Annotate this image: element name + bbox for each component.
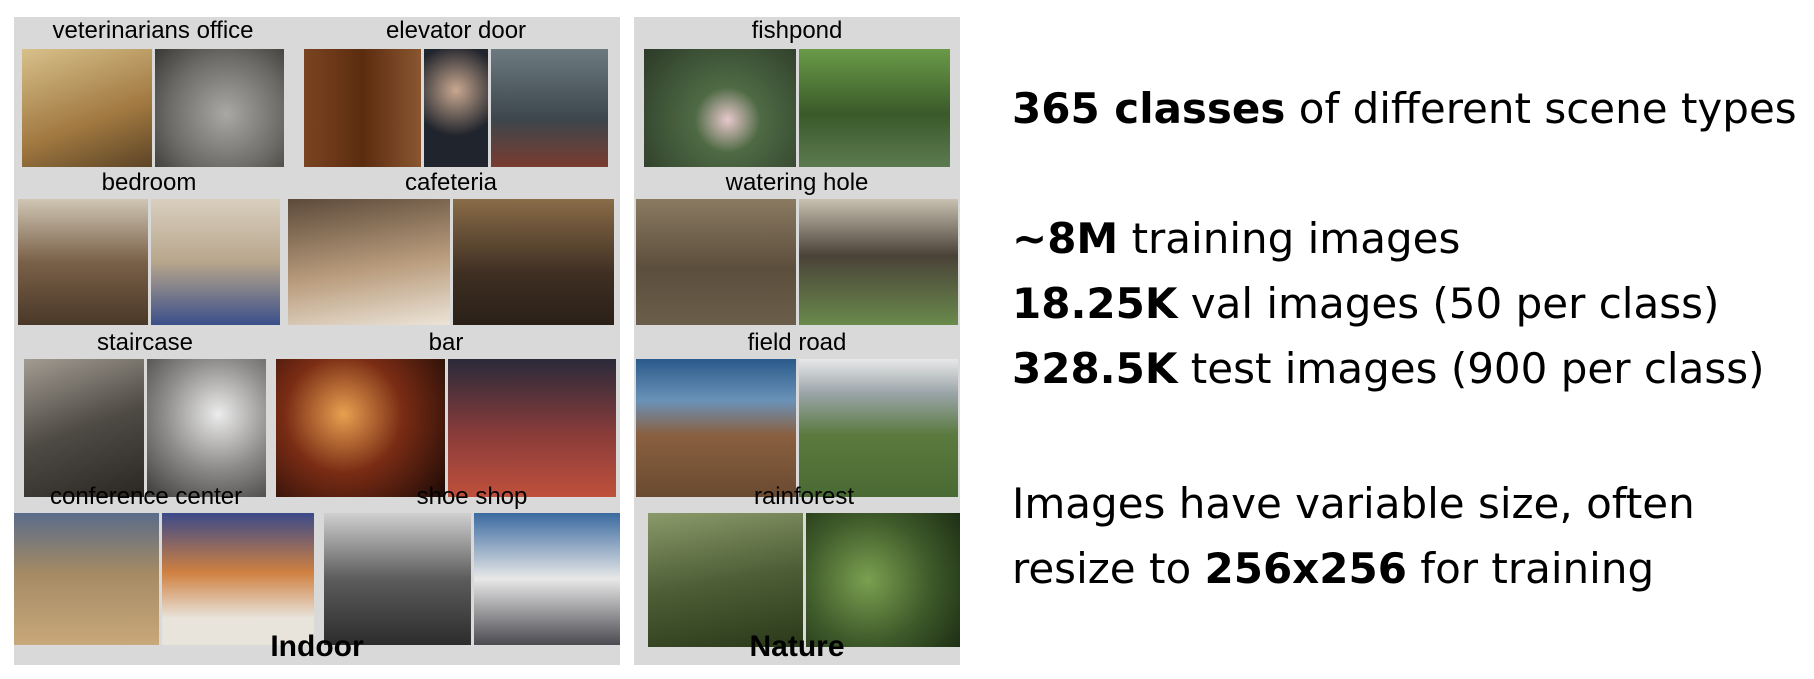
scene-label: veterinarians office	[52, 17, 254, 44]
scene-label: rainforest	[753, 483, 855, 510]
scene-image	[805, 513, 960, 647]
scene-field-road: field road	[636, 329, 958, 497]
scene-label: bar	[428, 329, 464, 356]
training-line: ~8M training images	[1012, 214, 1460, 263]
test-line: 328.5K test images (900 per class)	[1012, 344, 1764, 393]
scene-rainforest: rainforest	[648, 483, 960, 647]
scene-bedroom: bedroom	[18, 169, 280, 325]
scene-elevator-door: elevator door	[304, 17, 608, 167]
scene-image	[636, 199, 796, 325]
scene-image	[146, 359, 266, 497]
size-text: Images have variable size, often	[1012, 479, 1695, 528]
scene-image	[161, 513, 314, 645]
val-desc: val images (50 per class)	[1177, 279, 1720, 328]
scene-image	[491, 49, 608, 167]
size-post: for training	[1406, 544, 1655, 593]
category-label-indoor: Indoor	[270, 630, 364, 663]
indoor-panel: veterinarians office elevator door bedro…	[14, 17, 620, 665]
size-value: 256x256	[1204, 544, 1407, 593]
scene-label: staircase	[96, 329, 194, 356]
scene-image	[288, 199, 450, 325]
scene-image	[150, 199, 280, 325]
scene-label: field road	[747, 329, 847, 356]
test-count: 328.5K	[1012, 344, 1178, 393]
size-line-1: Images have variable size, often	[1012, 479, 1695, 528]
size-pre: resize to	[1012, 544, 1205, 593]
category-label-nature: Nature	[749, 630, 845, 663]
scene-bar: bar	[276, 329, 616, 497]
scene-veterinarians-office: veterinarians office	[22, 17, 284, 167]
scene-image	[798, 359, 958, 497]
scene-image	[452, 199, 614, 325]
scene-label: fishpond	[751, 17, 843, 44]
scene-image	[798, 49, 950, 167]
scene-image	[798, 199, 958, 325]
classes-count: 365 classes	[1012, 84, 1286, 133]
scene-image	[304, 49, 421, 167]
scene-label: bedroom	[101, 169, 197, 196]
scene-image	[324, 513, 471, 645]
training-count: ~8M	[1012, 214, 1119, 263]
scene-fishpond: fishpond	[644, 17, 950, 167]
scene-label: shoe shop	[416, 483, 528, 510]
scene-image	[644, 49, 796, 167]
scene-image	[22, 49, 152, 167]
scene-label: elevator door	[385, 17, 527, 44]
scene-image	[636, 359, 796, 497]
val-count: 18.25K	[1012, 279, 1178, 328]
scene-label: watering hole	[725, 169, 869, 196]
scene-conference-center: conference center	[14, 483, 314, 645]
scene-label: cafeteria	[404, 169, 498, 196]
scene-label: conference center	[50, 483, 243, 510]
scene-image	[473, 513, 620, 645]
scene-image	[24, 359, 144, 497]
size-line-2: resize to 256x256 for training	[1012, 544, 1654, 593]
val-line: 18.25K val images (50 per class)	[1012, 279, 1719, 328]
scene-cafeteria: cafeteria	[288, 169, 614, 325]
scene-shoe-shop: shoe shop	[324, 483, 620, 645]
scene-image	[14, 513, 159, 645]
scene-image	[447, 359, 616, 497]
scene-staircase: staircase	[24, 329, 266, 497]
classes-desc: of different scene types	[1285, 84, 1797, 133]
scene-image	[423, 49, 489, 167]
scene-image	[648, 513, 803, 647]
scene-image	[154, 49, 284, 167]
test-desc: test images (900 per class)	[1177, 344, 1765, 393]
scene-image	[276, 359, 445, 497]
nature-panel: fishpond watering hole field road rainfo…	[634, 17, 960, 665]
scene-watering-hole: watering hole	[636, 169, 958, 325]
training-desc: training images	[1118, 214, 1461, 263]
scene-image	[18, 199, 148, 325]
classes-line: 365 classes of different scene types	[1012, 84, 1797, 133]
